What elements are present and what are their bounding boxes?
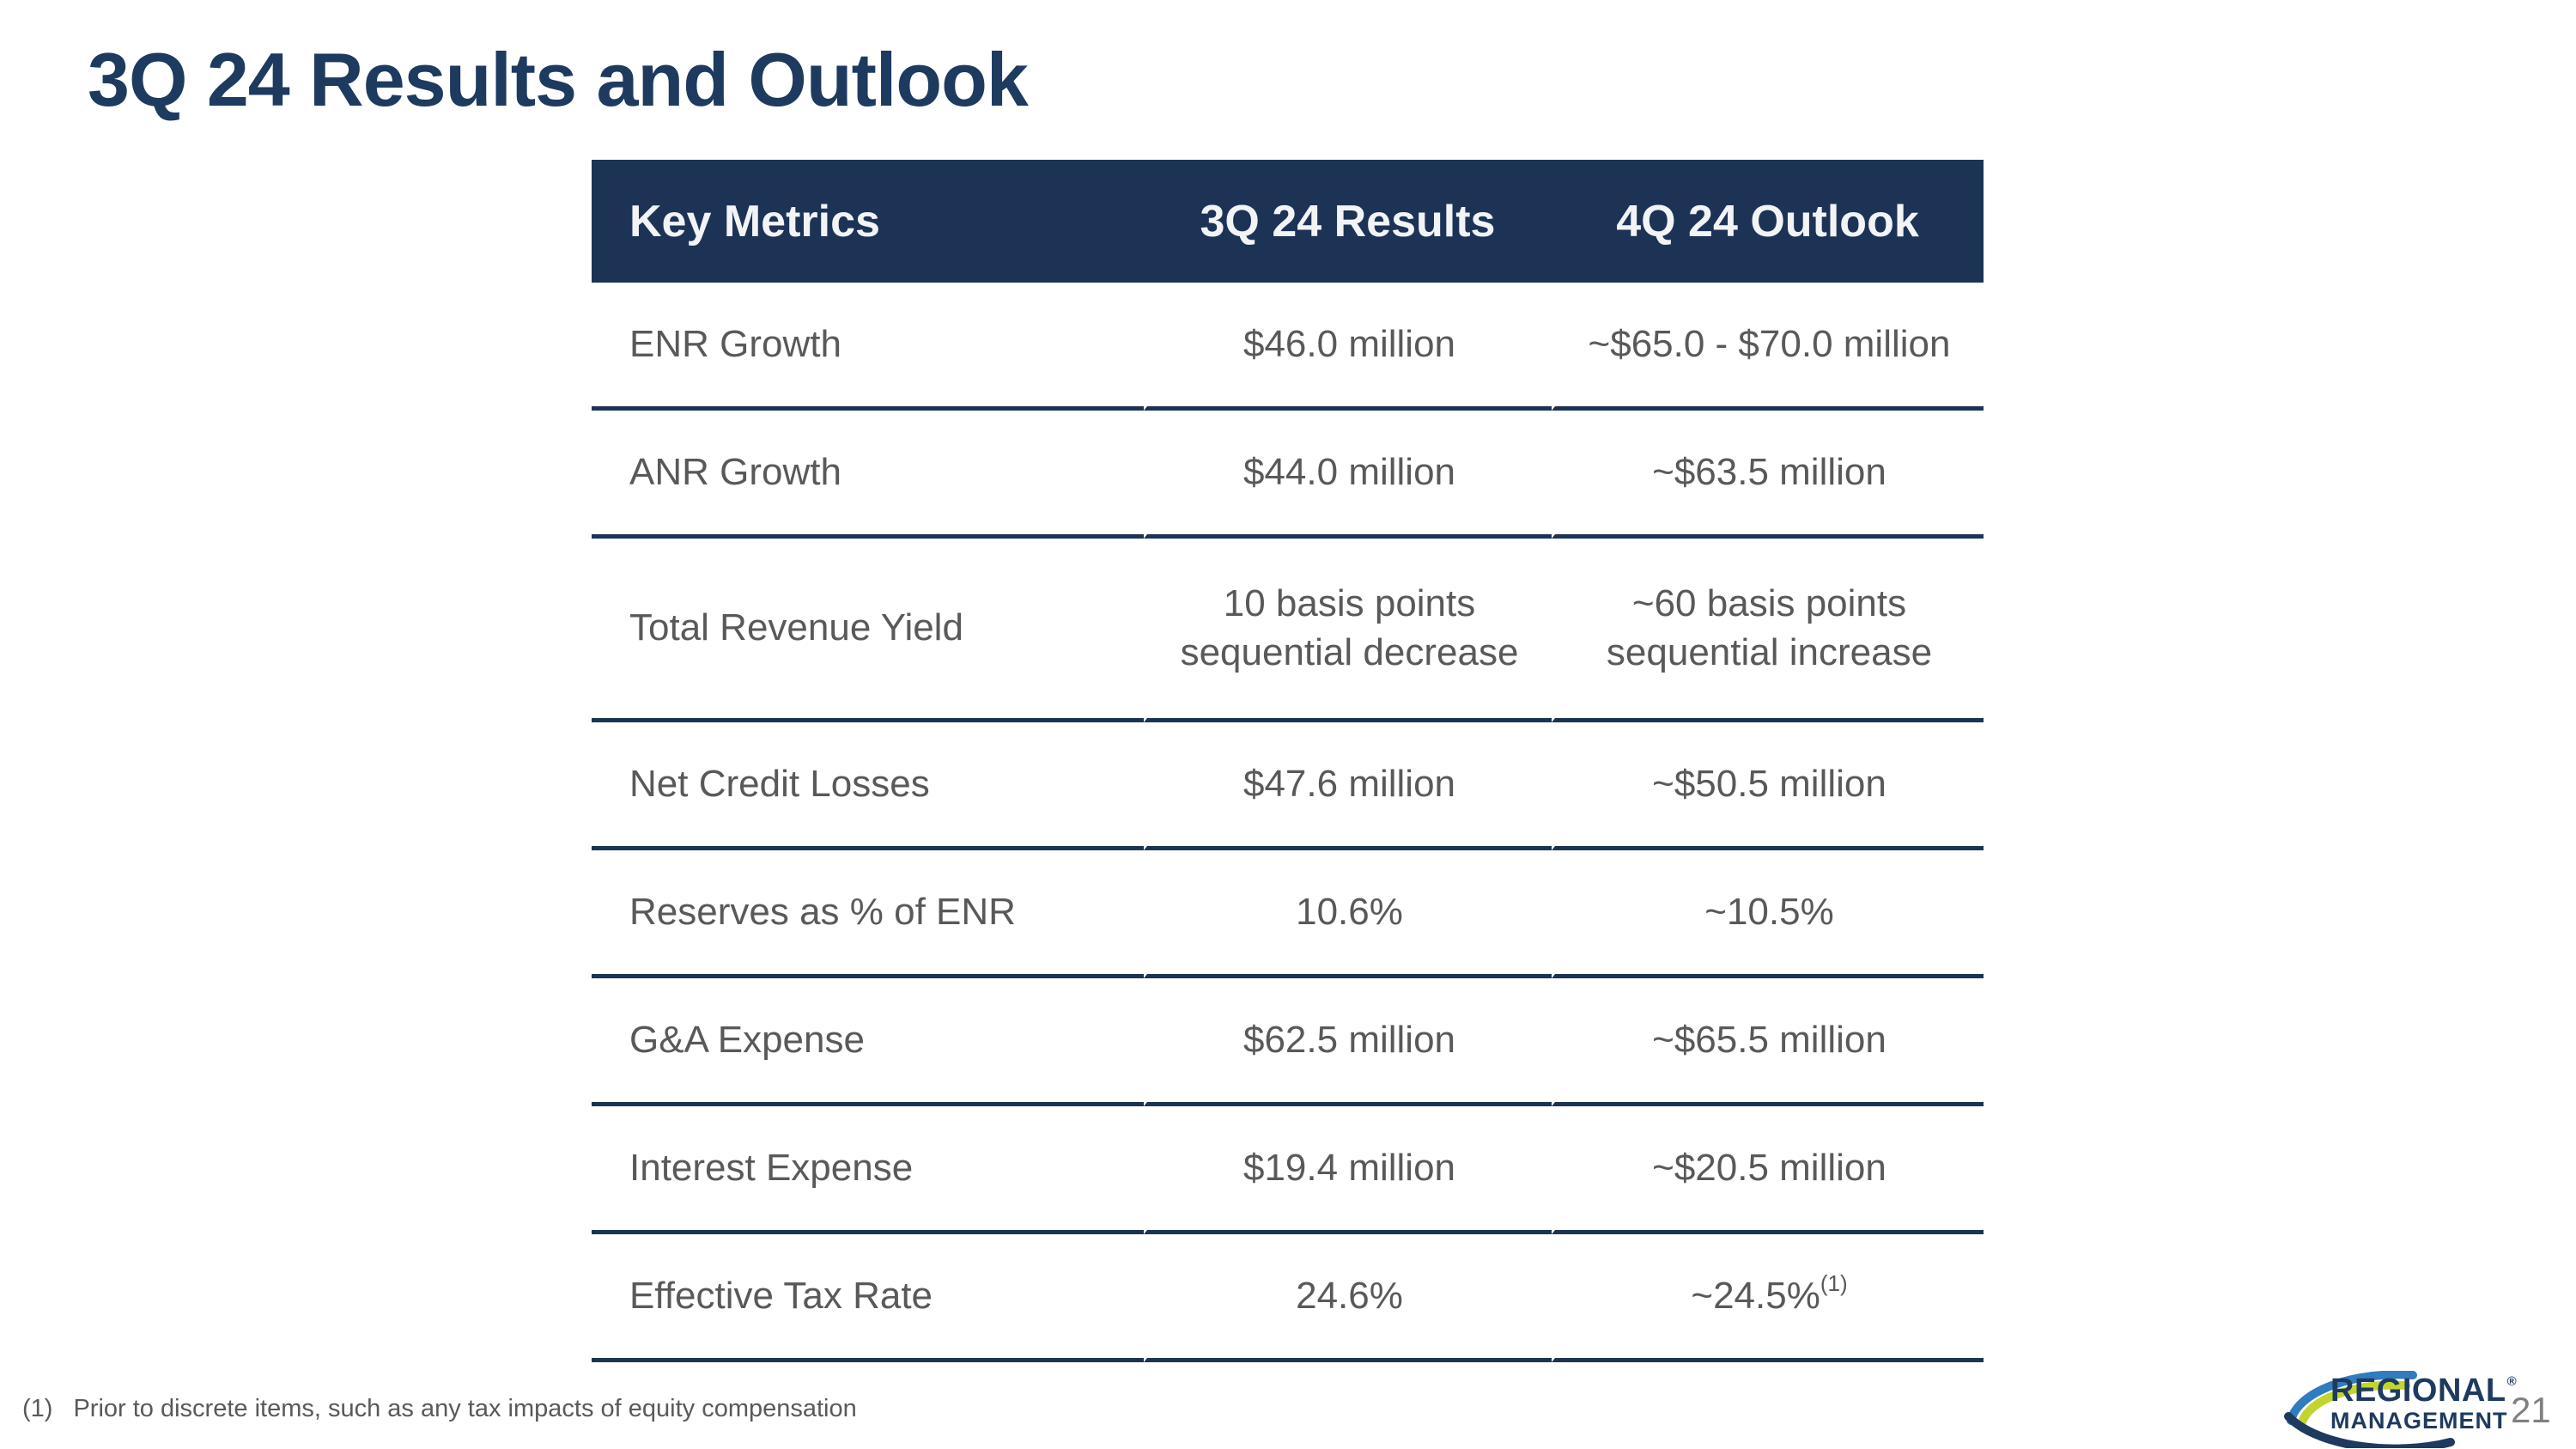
outlook-value-text: ~24.5% [1691,1274,1820,1317]
outlook-value: ~10.5% [1552,850,1984,978]
table-row-effective-tax-rate: Effective Tax Rate 24.6% ~24.5%(1) [592,1234,1984,1362]
metric-label: Total Revenue Yield [592,539,1144,722]
column-header-key-metrics: Key Metrics [592,160,1144,283]
logo-line1: REGIONAL® [2330,1373,2518,1409]
metric-label: ENR Growth [592,283,1144,411]
table-row-total-revenue-yield: Total Revenue Yield 10 basis points sequ… [592,539,1984,722]
slide-title: 3Q 24 Results and Outlook [88,37,1029,122]
table-row-anr-growth: ANR Growth $44.0 million ~$63.5 million [592,411,1984,539]
outlook-value: ~$65.0 - $70.0 million [1552,283,1984,411]
footnote-reference: (1) [1820,1269,1848,1296]
result-value: 10 basis points sequential decrease [1144,539,1552,722]
footnote: (1) Prior to discrete items, such as any… [22,1395,857,1423]
outlook-value: ~60 basis points sequential increase [1552,539,1984,722]
footnote-text: Prior to discrete items, such as any tax… [73,1395,857,1422]
footnote-marker: (1) [22,1395,53,1422]
table-row-reserves-pct-enr: Reserves as % of ENR 10.6% ~10.5% [592,850,1984,978]
regional-management-logo: REGIONAL® MANAGEMENT 21 [2282,1369,2566,1448]
metric-label: Net Credit Losses [592,722,1144,850]
outlook-value: ~$50.5 million [1552,722,1984,850]
registered-trademark-icon: ® [2506,1374,2518,1389]
logo-swoosh-icon [2284,1371,2455,1448]
logo-line2: MANAGEMENT [2330,1408,2508,1434]
outlook-value: ~24.5%(1) [1552,1234,1984,1362]
result-value: 24.6% [1144,1234,1552,1362]
metric-label: Interest Expense [592,1106,1144,1234]
result-value: $44.0 million [1144,411,1552,539]
table-header-row: Key Metrics 3Q 24 Results 4Q 24 Outlook [592,160,1984,283]
outlook-value: ~$20.5 million [1552,1106,1984,1234]
table-row-enr-growth: ENR Growth $46.0 million ~$65.0 - $70.0 … [592,283,1984,411]
table-row-ga-expense: G&A Expense $62.5 million ~$65.5 million [592,978,1984,1106]
outlook-value: ~$63.5 million [1552,411,1984,539]
result-value: $62.5 million [1144,978,1552,1106]
result-value: $19.4 million [1144,1106,1552,1234]
result-value: $46.0 million [1144,283,1552,411]
table-row-net-credit-losses: Net Credit Losses $47.6 million ~$50.5 m… [592,722,1984,850]
metric-label: Effective Tax Rate [592,1234,1144,1362]
logo-text: REGIONAL® MANAGEMENT [2330,1373,2518,1434]
table-row-interest-expense: Interest Expense $19.4 million ~$20.5 mi… [592,1106,1984,1234]
result-value: 10.6% [1144,850,1552,978]
metric-label: G&A Expense [592,978,1144,1106]
column-header-4q24-outlook: 4Q 24 Outlook [1552,160,1984,283]
column-header-3q24-results: 3Q 24 Results [1144,160,1552,283]
result-value: $47.6 million [1144,722,1552,850]
metric-label: Reserves as % of ENR [592,850,1144,978]
outlook-value: ~$65.5 million [1552,978,1984,1106]
metric-label: ANR Growth [592,411,1144,539]
page-number: 21 [2511,1390,2551,1430]
key-metrics-table: Key Metrics 3Q 24 Results 4Q 24 Outlook … [592,160,1984,1362]
